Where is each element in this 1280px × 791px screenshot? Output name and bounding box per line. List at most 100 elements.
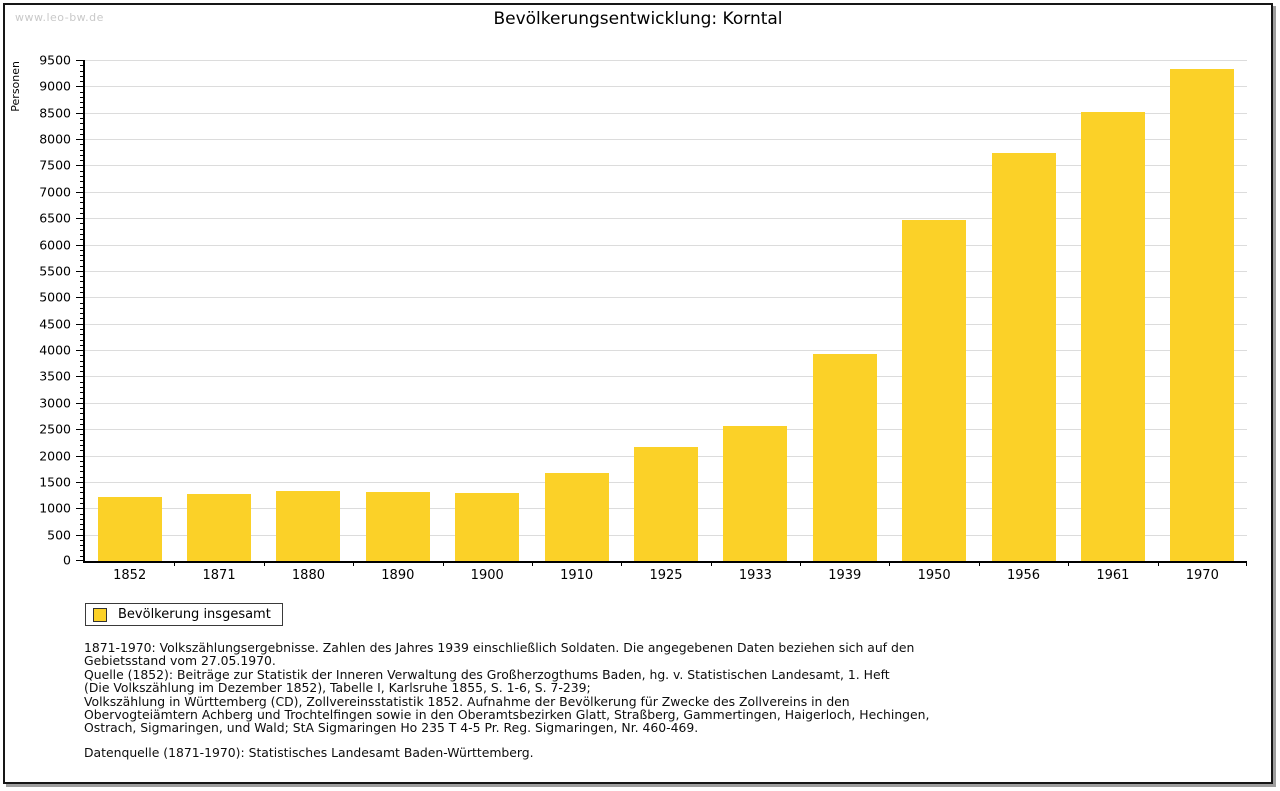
x-boundary-tick [531, 561, 533, 566]
y-minor-tick [80, 292, 84, 294]
x-tick-label: 1880 [291, 568, 325, 583]
x-tick-label: 1910 [560, 568, 594, 583]
y-major-tick [76, 244, 84, 246]
x-boundary-tick [263, 561, 265, 566]
y-minor-tick [80, 70, 84, 72]
y-minor-tick [80, 65, 84, 67]
y-minor-tick [80, 450, 84, 452]
y-tick-label: 4000 [39, 342, 71, 358]
y-tick-label: 3500 [39, 368, 71, 384]
y-minor-tick [80, 91, 84, 93]
y-minor-tick [80, 128, 84, 130]
y-minor-tick [80, 133, 84, 135]
y-minor-tick [80, 518, 84, 520]
gridline [85, 244, 1247, 246]
chart-frame: www.leo-bw.de Bevölkerungsentwicklung: K… [3, 3, 1273, 784]
y-tick-label: 6000 [39, 237, 71, 253]
y-minor-tick [80, 123, 84, 125]
y-minor-tick [80, 502, 84, 504]
x-boundary-tick [978, 561, 980, 566]
y-minor-tick [80, 228, 84, 230]
y-minor-tick [80, 81, 84, 83]
y-minor-tick [80, 281, 84, 283]
y-minor-tick [80, 434, 84, 436]
y-major-tick [76, 165, 84, 167]
gridline [85, 86, 1247, 88]
bar-1950 [902, 220, 967, 561]
x-tick-label: 1925 [649, 568, 683, 583]
y-major-tick [76, 139, 84, 141]
bar-1939 [812, 354, 877, 561]
y-tick-label: 7500 [39, 157, 71, 173]
y-major-tick [76, 323, 84, 325]
y-major-tick [76, 429, 84, 431]
y-minor-tick [80, 381, 84, 383]
gridline [85, 218, 1247, 220]
data-source-text: Datenquelle (1871-1970): Statistisches L… [84, 745, 534, 760]
y-tick-label: 4500 [39, 316, 71, 332]
y-tick-label: 2500 [39, 421, 71, 437]
y-minor-tick [80, 386, 84, 388]
page-title: Bevölkerungsentwicklung: Korntal [493, 9, 783, 29]
y-minor-tick [80, 545, 84, 547]
y-minor-tick [80, 286, 84, 288]
gridline [85, 402, 1247, 404]
y-minor-tick [80, 149, 84, 151]
gridline [85, 350, 1247, 352]
x-boundary-tick [1246, 561, 1247, 566]
y-minor-tick [80, 260, 84, 262]
y-minor-tick [80, 418, 84, 420]
y-tick-label: 9000 [39, 78, 71, 94]
x-tick-label: 1890 [381, 568, 415, 583]
y-minor-tick [80, 529, 84, 531]
y-minor-tick [80, 408, 84, 410]
y-minor-tick [80, 207, 84, 209]
gridline [85, 323, 1247, 325]
bar-chart: Personen 0 500 1000 1500 2000 2500 3000 3500 400… [9, 53, 1247, 583]
y-minor-tick [80, 497, 84, 499]
bar-1925 [634, 447, 698, 561]
y-tick-label: 8000 [39, 131, 71, 147]
y-minor-tick [80, 513, 84, 515]
y-minor-tick [80, 397, 84, 399]
y-tick-label: 6500 [39, 210, 71, 226]
x-tick-label: 1933 [738, 568, 772, 583]
y-minor-tick [80, 471, 84, 473]
y-minor-tick [80, 265, 84, 267]
gridline [85, 429, 1247, 431]
y-minor-tick [80, 334, 84, 336]
y-major-tick [76, 350, 84, 352]
y-minor-tick [80, 413, 84, 415]
y-minor-tick [80, 460, 84, 462]
y-minor-tick [80, 492, 84, 494]
y-minor-tick [80, 328, 84, 330]
y-minor-tick [80, 439, 84, 441]
y-minor-tick [80, 444, 84, 446]
y-tick-label: 1000 [39, 500, 71, 516]
x-boundary-tick [174, 561, 176, 566]
y-minor-tick [80, 234, 84, 236]
y-minor-tick [80, 197, 84, 199]
y-minor-tick [80, 107, 84, 109]
y-major-tick [76, 60, 84, 61]
y-minor-tick [80, 555, 84, 557]
y-major-tick [76, 270, 84, 272]
y-minor-tick [80, 313, 84, 315]
y-tick-label: 1500 [39, 474, 71, 490]
gridline [85, 191, 1247, 193]
y-major-tick [76, 218, 84, 220]
x-tick-label: 1961 [1096, 568, 1130, 583]
y-minor-tick [80, 154, 84, 156]
x-boundary-tick [1157, 561, 1159, 566]
x-boundary-tick [621, 561, 623, 566]
y-tick-label: 0 [63, 552, 71, 568]
y-minor-tick [80, 318, 84, 320]
y-major-tick [76, 508, 84, 510]
x-tick-label: 1950 [917, 568, 951, 583]
y-tick-label: 500 [47, 527, 71, 543]
gridline [85, 376, 1247, 378]
y-minor-tick [80, 160, 84, 162]
y-minor-tick [80, 96, 84, 98]
bar-1956 [991, 153, 1056, 561]
bar-1900 [455, 493, 520, 561]
